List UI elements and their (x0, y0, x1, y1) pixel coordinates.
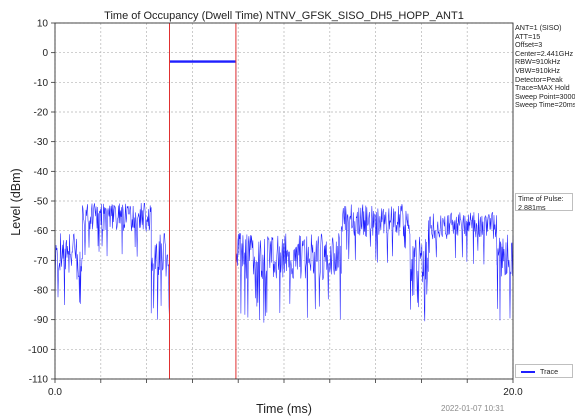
time-of-pulse-value: 2.881ms (518, 204, 570, 213)
y-tick-label: 0 (42, 48, 48, 59)
y-tick-label: -20 (34, 108, 49, 119)
y-axis-label: Level (dBm) (9, 168, 23, 235)
measurement-info-panel: ANT=1 (SISO) ATT=15 Offset=3 Center=2.441GH… (515, 24, 575, 110)
y-tick-label: -110 (29, 375, 49, 386)
y-tick-label: -40 (34, 167, 49, 178)
time-of-pulse-box: Time of Pulse: 2.881ms (515, 193, 573, 211)
y-tick-label: 10 (37, 19, 49, 30)
chart-title: Time of Occupancy (Dwell Time) NTNV_GFSK… (104, 10, 464, 22)
legend: Trace (515, 364, 573, 378)
y-tick-label: -10 (34, 78, 49, 89)
y-tick-label: -60 (34, 226, 49, 237)
x-tick-label: 20.0 (503, 387, 523, 398)
legend-trace-swatch (521, 371, 535, 373)
y-tick-label: -80 (34, 286, 49, 297)
y-tick-label: -50 (34, 197, 49, 208)
y-tick-label: -90 (34, 315, 49, 326)
legend-trace-label: Trace (540, 367, 558, 376)
grid-lines (55, 23, 513, 379)
timestamp: 2022-01-07 10:31 (441, 404, 504, 413)
y-tick-label: -30 (34, 137, 49, 148)
y-tick-label: -100 (28, 345, 48, 356)
y-tick-label: -70 (34, 256, 49, 267)
x-tick-label: 0.0 (48, 387, 62, 398)
x-axis-label: Time (ms) (256, 402, 312, 416)
info-line: Sweep Time=20ms (515, 101, 575, 110)
